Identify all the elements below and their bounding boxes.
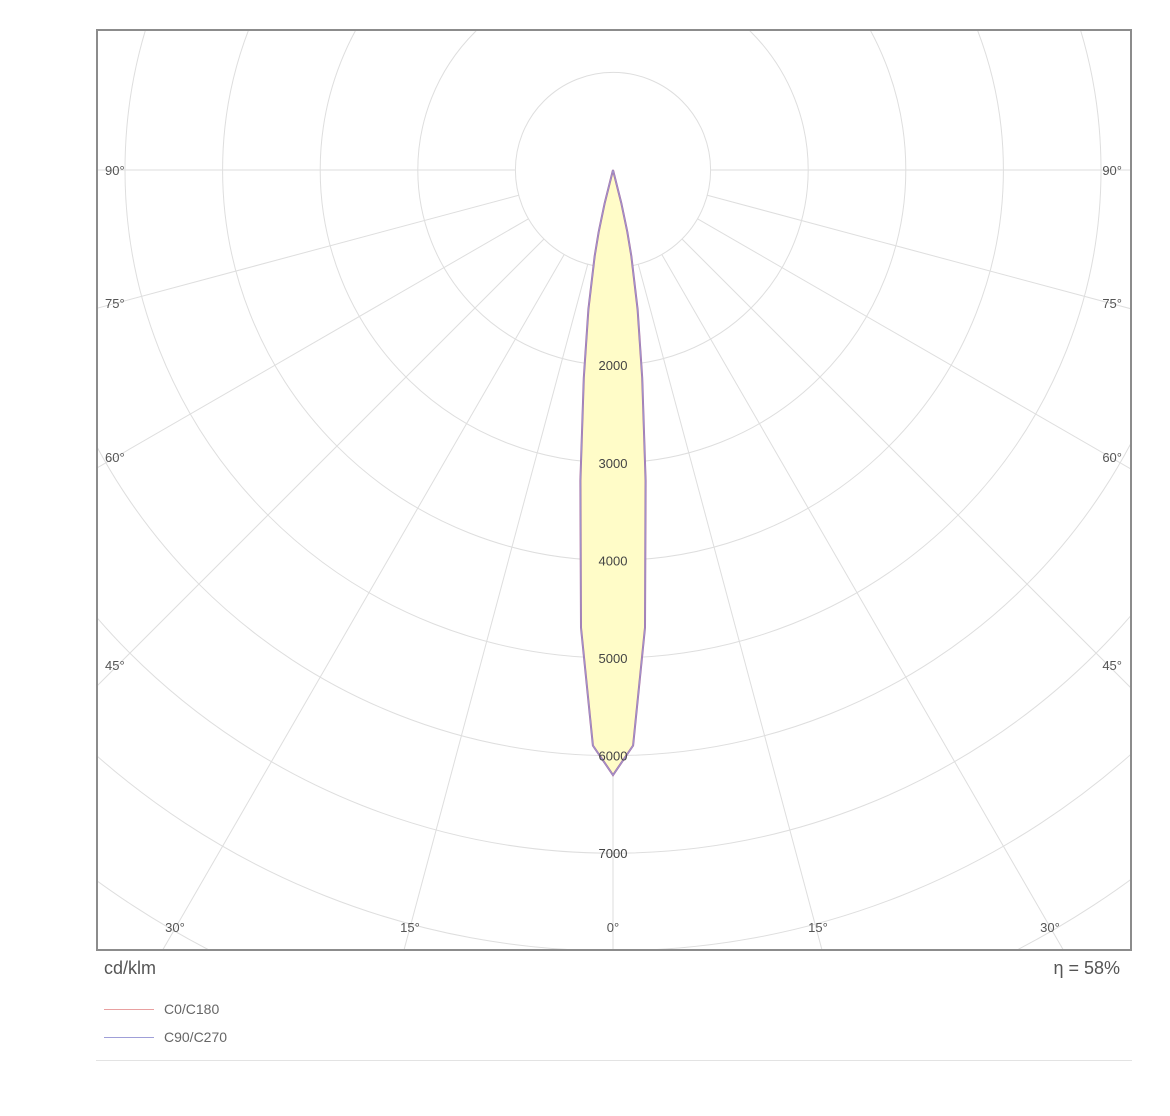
unit-label: cd/klm	[104, 958, 157, 978]
bottom-divider	[96, 1060, 1132, 1061]
grid-spoke-30	[661, 254, 1064, 950]
angle-label-bottom-left-15: 15°	[400, 920, 420, 935]
grid-spoke-75	[707, 194, 1131, 310]
grid-spoke--15	[403, 264, 589, 950]
series-line-c90-c270	[579, 169, 647, 777]
legend-label-c0-c180: C0/C180	[164, 1001, 220, 1017]
radial-tick-label-4000: 4000	[599, 553, 628, 568]
legend-swatch-c90-c270	[104, 1036, 154, 1038]
efficiency-label: η = 58%	[1053, 958, 1120, 978]
grid-spoke--30	[162, 254, 565, 950]
radial-tick-label-6000: 6000	[599, 749, 628, 764]
angle-label-left-2: 60°	[105, 450, 125, 465]
luminous-distribution	[579, 169, 647, 777]
legend-label-c90-c270: C90/C270	[164, 1029, 228, 1045]
beam-fill	[580, 170, 646, 776]
grid-spoke-45	[681, 238, 1131, 689]
angle-label-left-0: 90°	[105, 163, 125, 178]
angle-label-bottom-center-0: 0°	[607, 920, 619, 935]
angle-label-right-0: 90°	[1102, 163, 1122, 178]
angle-label-right-2: 60°	[1102, 450, 1122, 465]
angle-label-left-1: 75°	[105, 296, 125, 311]
radial-tick-label-5000: 5000	[599, 651, 628, 666]
angle-label-bottom-right-30: 30°	[1040, 920, 1060, 935]
angle-label-bottom-left-30: 30°	[165, 920, 185, 935]
legend-item-c90-c270: C90/C270	[104, 1029, 227, 1045]
radial-tick-label-2000: 2000	[599, 358, 628, 373]
radial-tick-label-7000: 7000	[599, 846, 628, 861]
grid-spoke--75	[97, 194, 519, 309]
legend-item-c0-c180: C0/C180	[104, 1001, 219, 1017]
grid-spoke--45	[97, 238, 545, 687]
grid-spoke--60	[97, 218, 529, 469]
angle-label-right-3: 45°	[1102, 658, 1122, 673]
grid-spoke-60	[697, 218, 1131, 470]
grid-spoke-15	[637, 264, 823, 950]
plot-frame	[96, 29, 1132, 951]
legend-swatch-c0-c180	[104, 1008, 154, 1010]
angle-label-bottom-right-15: 15°	[808, 920, 828, 935]
angle-label-left-3: 45°	[105, 658, 125, 673]
axis-labels: 2000 3000 4000 5000 6000 7000 90° 90° 75° 75° 60° 6…	[105, 163, 1122, 935]
angle-label-right-1: 75°	[1102, 296, 1122, 311]
radial-tick-label-3000: 3000	[599, 456, 628, 471]
